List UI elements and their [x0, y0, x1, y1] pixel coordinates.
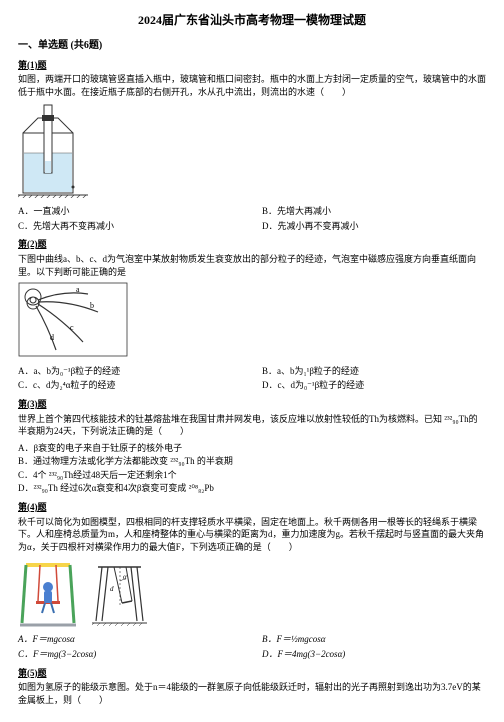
svg-text:c: c [70, 323, 74, 332]
q4-optD: D．F＝4mg(3−2cosα) [262, 648, 486, 661]
q4-optA: A．F＝mgcosα [18, 633, 242, 646]
q1-optC: C．先增大再不变再减小 [18, 220, 242, 233]
q4-optB: B．F＝½mgcosα [262, 633, 486, 646]
q3-optA: A．β衰变的电子来自于钍原子的核外电子 [18, 442, 486, 455]
q4-optC: C．F＝mg(3−2cosα) [18, 648, 242, 661]
q2-optB: B．a、b为₁¹β粒子的经迹 [262, 365, 486, 378]
q3-body: 世界上首个第四代核能技术的钍基熔盐堆在我国甘肃并网发电，该反应堆以放射性较低的T… [18, 413, 486, 438]
q3-optD: D．²³²₉₀Th 经过6次α衰变和4次β衰变可变成 ²⁰⁸₈₂Pb [18, 482, 486, 495]
q2-optD: D．c、d为₀⁻¹β粒子的经迹 [262, 379, 486, 392]
q1-figure [18, 103, 486, 202]
q4-label: 第(4)题 [18, 501, 486, 514]
q4-body: 秋千可以简化为如图模型，四根相同的杆支撑轻质水平横梁，固定在地面上。秋千两侧各用… [18, 516, 486, 554]
q5-label: 第(5)题 [18, 667, 486, 680]
q2-optC: C．c、d为₂⁴α粒子的经迹 [18, 379, 242, 392]
svg-text:a: a [76, 285, 80, 294]
q2-figure: a b c d [18, 282, 486, 361]
q4-figure: α d [18, 557, 486, 629]
q1-optA: A．一直减小 [18, 205, 242, 218]
q1-body: 如图，两端开口的玻璃管竖直插入瓶中，玻璃管和瓶口间密封。瓶中的水面上方封闭一定质… [18, 73, 486, 98]
q2-optA: A．a、b为₀⁻¹β粒子的经迹 [18, 365, 242, 378]
q3-optB: B．通过物理方法或化学方法都能改变 ²³²₉₀Th 的半衰期 [18, 455, 486, 468]
svg-text:b: b [90, 301, 94, 310]
q1-options: A．一直减小 B．先增大再减小 C．先增大再不变再减小 D．先减小再不变再减小 [18, 205, 486, 232]
q2-body: 下图中曲线a、b、c、d为气泡室中某放射物质发生衰变放出的部分粒子的经迹，气泡室… [18, 253, 486, 278]
q2-options: A．a、b为₀⁻¹β粒子的经迹 B．a、b为₁¹β粒子的经迹 C．c、d为₂⁴α… [18, 365, 486, 392]
q3-label: 第(3)题 [18, 398, 486, 411]
q5-body: 如图为氢原子的能级示意图。处于n＝4能级的一群氢原子向低能级跃迁时，辐射出的光子… [18, 681, 486, 706]
q4-options: A．F＝mgcosα B．F＝½mgcosα C．F＝mg(3−2cosα) D… [18, 633, 486, 660]
q1-optD: D．先减小再不变再减小 [262, 220, 486, 233]
q3-options: A．β衰变的电子来自于钍原子的核外电子 B．通过物理方法或化学方法都能改变 ²³… [18, 442, 486, 495]
q3-optC: C．4个 ²³²₉₀Th经过48天后一定还剩余1个 [18, 469, 486, 482]
q2-label: 第(2)题 [18, 238, 486, 251]
section-single-choice: 一、单选题 (共6题) [18, 39, 486, 53]
page-title: 2024届广东省汕头市高考物理一模物理试题 [18, 12, 486, 29]
q1-optB: B．先增大再减小 [262, 205, 486, 218]
svg-text:d: d [110, 585, 114, 593]
svg-text:d: d [50, 333, 54, 342]
svg-text:α: α [123, 573, 127, 581]
q1-label: 第(1)题 [18, 59, 486, 72]
